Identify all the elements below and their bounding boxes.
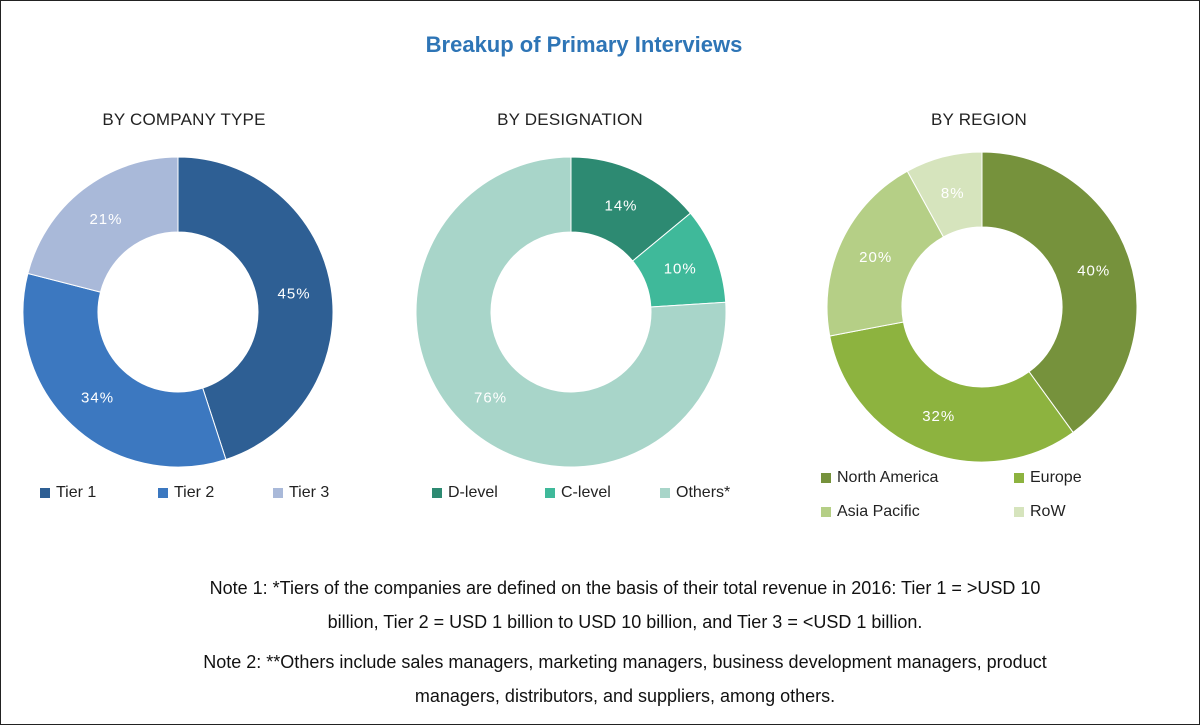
- legend-swatch: [432, 488, 442, 498]
- note-2-line-1: Note 2: **Others include sales managers,…: [203, 652, 1047, 672]
- legend-swatch: [660, 488, 670, 498]
- legend-swatch: [40, 488, 50, 498]
- legend-swatch: [1014, 507, 1024, 517]
- legend-label: Tier 1: [56, 484, 97, 501]
- note-2-line-2: managers, distributors, and suppliers, a…: [414, 686, 836, 706]
- slice-value-label: 10%: [664, 261, 697, 278]
- legend-label: Tier 3: [289, 484, 330, 501]
- legend-swatch: [821, 473, 831, 483]
- legend-item: C-level: [545, 484, 611, 502]
- legend-label: C-level: [561, 484, 611, 501]
- legend-label: Others*: [676, 484, 731, 501]
- legend-item: D-level: [432, 484, 498, 502]
- legend-label: Asia Pacific: [837, 503, 920, 520]
- note-1-line-2: billion, Tier 2 = USD 1 billion to USD 1…: [327, 612, 923, 632]
- note-1-line-1: Note 1: *Tiers of the companies are defi…: [209, 578, 1041, 598]
- legend-item: Others*: [660, 484, 730, 502]
- legend-swatch: [273, 488, 283, 498]
- donut-slice-asia-pacific: [826, 170, 945, 337]
- legend-label: D-level: [448, 484, 498, 501]
- legend-swatch: [158, 488, 168, 498]
- slice-value-label: 32%: [922, 408, 955, 425]
- legend-item: Tier 1: [40, 484, 96, 502]
- legend-item: Tier 2: [158, 484, 214, 502]
- main-title: Breakup of Primary Interviews: [425, 32, 743, 57]
- legend-item: RoW: [1014, 503, 1066, 521]
- chart-title-region: BY REGION: [931, 110, 1027, 129]
- legend-label: North America: [837, 469, 939, 486]
- donut-slice-tier-3: [27, 156, 179, 293]
- legend-item: Europe: [1014, 469, 1082, 487]
- donut-slice-others: [415, 156, 727, 468]
- legend-item: Tier 3: [273, 484, 329, 502]
- legend-item: North America: [821, 469, 938, 487]
- legend-label: Tier 2: [174, 484, 215, 501]
- chart-title-designation: BY DESIGNATION: [497, 110, 643, 129]
- legend-swatch: [1014, 473, 1024, 483]
- slice-value-label: 34%: [81, 390, 114, 407]
- legend-swatch: [545, 488, 555, 498]
- slice-value-label: 76%: [474, 390, 507, 407]
- legend-item: Asia Pacific: [821, 503, 920, 521]
- donut-slice-tier-1: [177, 156, 334, 461]
- slice-value-label: 21%: [89, 211, 122, 228]
- donut-slice-row: [906, 151, 983, 238]
- slice-value-label: 14%: [605, 198, 638, 215]
- slice-value-label: 45%: [278, 286, 311, 303]
- donut-slice-europe: [829, 321, 1074, 463]
- chart-title-company-type: BY COMPANY TYPE: [102, 110, 266, 129]
- donut-slice-tier-2: [22, 272, 227, 468]
- donut-slice-north-america: [981, 151, 1138, 434]
- legend-label: Europe: [1030, 469, 1082, 486]
- legend-swatch: [821, 507, 831, 517]
- slice-value-label: 20%: [859, 249, 892, 266]
- slice-value-label: 40%: [1077, 263, 1110, 280]
- slice-value-label: 8%: [941, 185, 965, 202]
- legend-label: RoW: [1030, 503, 1066, 520]
